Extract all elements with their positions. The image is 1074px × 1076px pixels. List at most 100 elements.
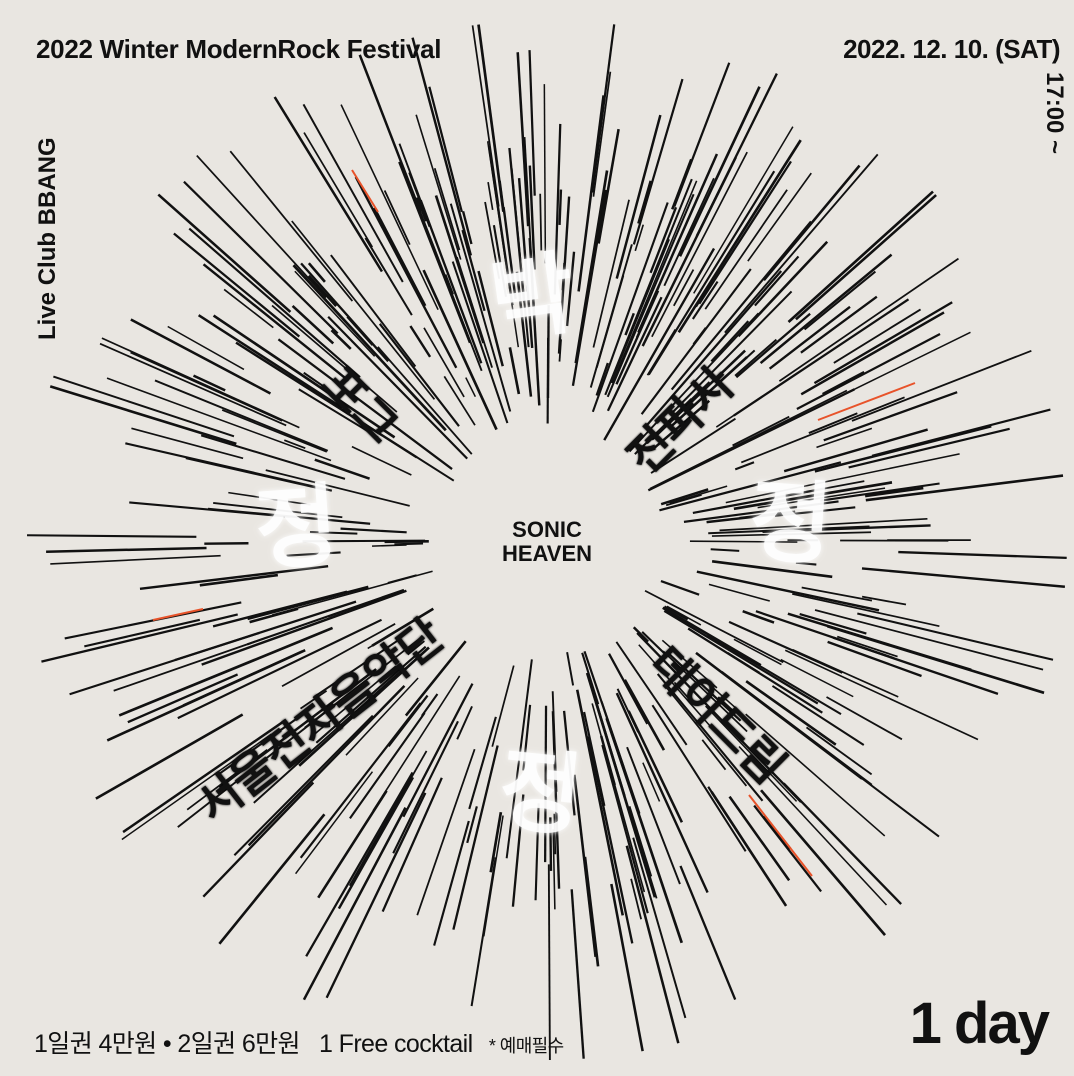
burst-line	[553, 813, 557, 855]
burst-line	[219, 714, 302, 775]
burst-line	[651, 151, 748, 338]
burst-line	[49, 385, 237, 446]
burst-line	[673, 62, 731, 207]
burst-line	[796, 333, 941, 411]
burst-line	[340, 104, 439, 311]
ticket-prices: 1일권 4만원 • 2일권 6만원	[34, 1030, 301, 1058]
burst-line	[663, 609, 819, 705]
burst-line	[477, 270, 504, 367]
burst-line	[491, 665, 515, 747]
burst-line	[570, 889, 585, 1059]
burst-line	[774, 506, 856, 517]
burst-line	[465, 377, 477, 398]
burst-line	[197, 314, 343, 409]
burst-line	[202, 781, 315, 898]
burst-line	[715, 369, 802, 428]
burst-line	[753, 804, 822, 893]
burst-line	[299, 702, 422, 859]
burst-line	[223, 288, 274, 329]
burst-line	[573, 774, 597, 957]
burst-line	[394, 542, 424, 546]
burst-line	[349, 712, 426, 820]
burst-line	[641, 156, 737, 347]
burst-line	[552, 829, 556, 910]
burst-line	[898, 550, 1067, 560]
burst-line	[566, 651, 575, 686]
burst-line	[827, 624, 1045, 695]
burst-line	[583, 711, 606, 807]
burst-line	[313, 640, 398, 698]
burst-line	[662, 606, 762, 667]
burst-line	[517, 178, 534, 349]
burst-line	[678, 86, 761, 257]
burst-line	[307, 262, 326, 283]
burst-line	[666, 605, 702, 626]
burst-line	[747, 172, 812, 262]
burst-line	[508, 147, 526, 303]
burst-line	[398, 161, 471, 344]
burst-line	[330, 254, 417, 368]
burst-line	[106, 649, 306, 742]
burst-line	[696, 570, 880, 612]
burst-line	[312, 665, 397, 736]
burst-line	[411, 37, 473, 256]
accent-line	[817, 382, 916, 421]
burst-line	[558, 189, 563, 225]
burst-line	[667, 652, 742, 722]
burst-line	[528, 165, 536, 270]
burst-line	[603, 247, 716, 441]
burst-line	[595, 362, 609, 396]
burst-line	[551, 691, 558, 792]
burst-line	[443, 375, 476, 426]
burst-line	[871, 408, 1051, 457]
burst-line	[340, 527, 407, 534]
burst-line	[461, 229, 486, 312]
burst-line	[309, 531, 358, 535]
burst-line	[610, 883, 644, 1052]
burst-line	[600, 701, 641, 814]
burst-line	[294, 270, 376, 357]
burst-line	[125, 442, 333, 492]
burst-line	[291, 305, 335, 345]
reservation-note: * 예매필수	[488, 1036, 564, 1056]
burst-line	[768, 305, 851, 370]
cocktail-offer: 1 Free cocktail	[319, 1030, 473, 1058]
burst-line	[415, 114, 462, 260]
burst-line	[649, 206, 678, 274]
burst-line	[757, 487, 886, 509]
burst-line	[423, 327, 465, 398]
burst-line	[553, 123, 562, 295]
burst-line	[861, 567, 1066, 588]
burst-line	[833, 308, 922, 364]
burst-line	[392, 720, 459, 854]
burst-line	[634, 398, 693, 455]
burst-line	[515, 271, 533, 397]
burst-line	[363, 422, 455, 482]
burst-line	[698, 160, 792, 305]
burst-line	[628, 805, 653, 877]
burst-line	[611, 180, 698, 384]
burst-line	[302, 103, 404, 283]
burst-line	[455, 256, 493, 368]
burst-line	[381, 777, 443, 913]
burst-line	[865, 474, 1064, 502]
burst-line	[351, 445, 412, 476]
burst-line	[719, 517, 928, 532]
burst-line	[121, 733, 272, 841]
burst-line	[615, 641, 688, 746]
burst-line	[710, 320, 750, 363]
burst-line	[755, 610, 895, 660]
burst-line	[281, 623, 396, 688]
burst-line	[95, 713, 244, 800]
burst-line	[528, 50, 536, 196]
burst-line	[492, 224, 508, 297]
burst-line	[466, 806, 478, 844]
burst-line	[196, 155, 327, 299]
burst-line	[693, 126, 794, 294]
burst-line	[284, 439, 306, 449]
burst-line	[218, 813, 326, 945]
burst-line	[640, 268, 752, 415]
burst-line	[228, 491, 311, 506]
burst-line	[625, 845, 680, 1044]
